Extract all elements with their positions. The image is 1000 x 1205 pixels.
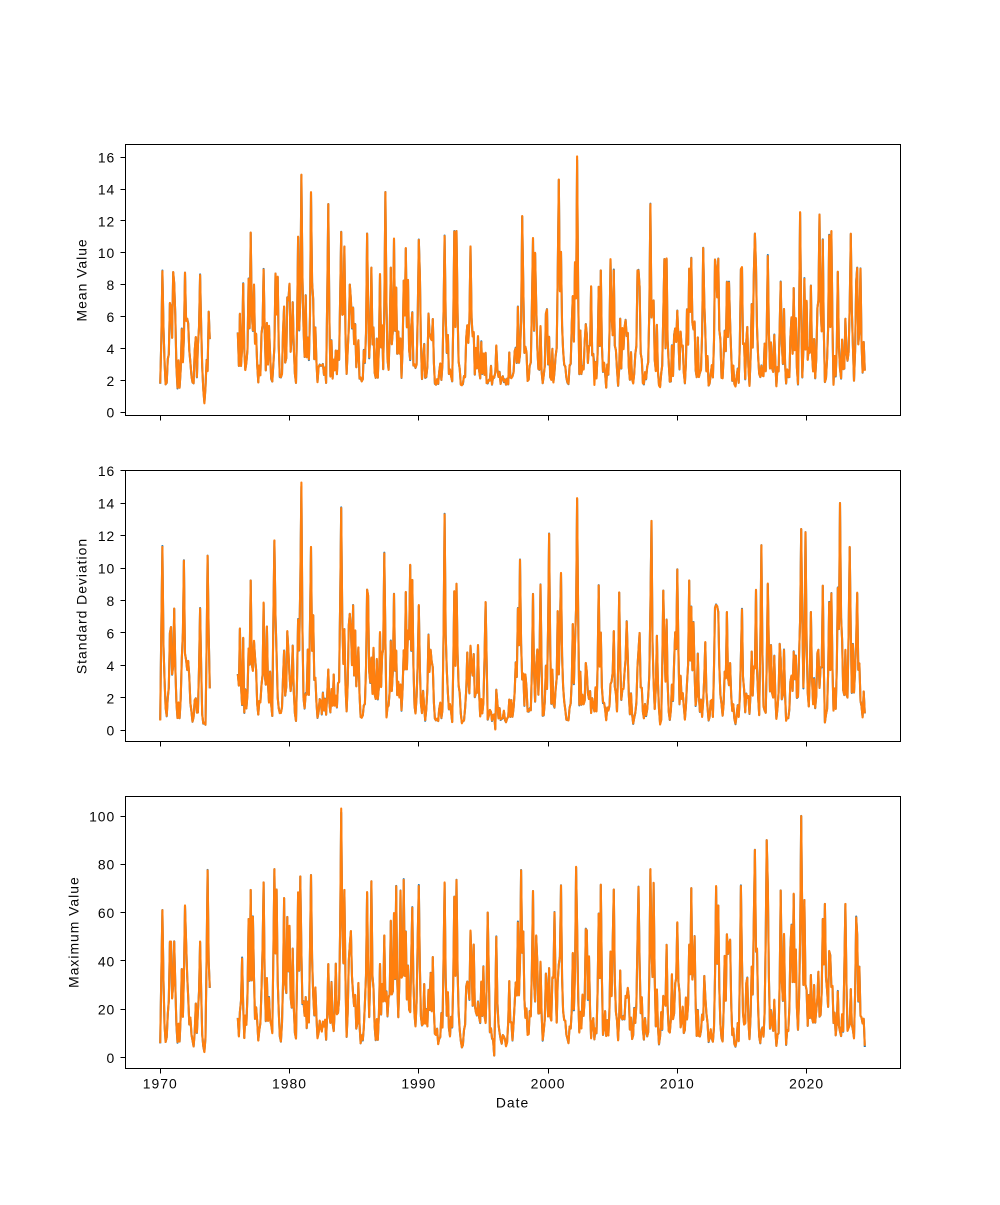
svg-text:8: 8 xyxy=(107,593,116,609)
svg-text:2: 2 xyxy=(107,690,116,706)
svg-text:40: 40 xyxy=(98,953,115,969)
svg-text:2: 2 xyxy=(107,373,116,389)
svg-text:14: 14 xyxy=(98,495,115,511)
svg-text:2000: 2000 xyxy=(531,1076,566,1092)
svg-text:10: 10 xyxy=(98,560,115,576)
svg-text:8: 8 xyxy=(107,277,116,293)
svg-text:Standard Deviation: Standard Deviation xyxy=(74,538,90,674)
svg-text:6: 6 xyxy=(107,625,116,641)
svg-text:Mean Value: Mean Value xyxy=(74,238,90,321)
svg-text:100: 100 xyxy=(89,808,115,824)
svg-text:4: 4 xyxy=(107,658,116,674)
svg-text:1990: 1990 xyxy=(401,1076,436,1092)
svg-text:12: 12 xyxy=(98,528,115,544)
svg-text:2010: 2010 xyxy=(660,1076,695,1092)
svg-text:4: 4 xyxy=(107,341,116,357)
svg-text:16: 16 xyxy=(98,463,115,479)
svg-text:0: 0 xyxy=(107,1050,116,1066)
svg-text:Date: Date xyxy=(496,1095,529,1111)
svg-text:60: 60 xyxy=(98,905,115,921)
svg-text:Maximum Value: Maximum Value xyxy=(66,876,82,988)
svg-text:12: 12 xyxy=(98,213,115,229)
svg-text:80: 80 xyxy=(98,857,115,873)
svg-text:1970: 1970 xyxy=(143,1076,178,1092)
svg-text:1980: 1980 xyxy=(272,1076,307,1092)
svg-text:0: 0 xyxy=(107,405,116,421)
svg-text:2020: 2020 xyxy=(789,1076,824,1092)
svg-text:16: 16 xyxy=(98,150,115,166)
svg-text:20: 20 xyxy=(98,1002,115,1018)
svg-text:6: 6 xyxy=(107,309,116,325)
svg-text:14: 14 xyxy=(98,181,115,197)
svg-text:0: 0 xyxy=(107,723,116,739)
svg-text:10: 10 xyxy=(98,245,115,261)
